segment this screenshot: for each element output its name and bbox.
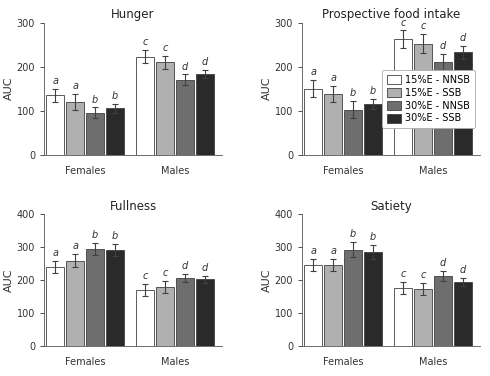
- Bar: [434, 276, 452, 346]
- Text: c: c: [420, 21, 426, 31]
- Text: Males: Males: [161, 357, 189, 367]
- Bar: [47, 95, 64, 155]
- Text: Males: Males: [419, 166, 447, 176]
- Bar: [364, 104, 382, 155]
- Bar: [324, 265, 343, 346]
- Text: Males: Males: [161, 166, 189, 176]
- Y-axis label: AUC: AUC: [4, 268, 14, 292]
- Text: c: c: [400, 18, 406, 27]
- Text: b: b: [350, 229, 356, 240]
- Text: d: d: [182, 261, 188, 271]
- Text: b: b: [370, 86, 376, 96]
- Text: d: d: [440, 258, 446, 268]
- Text: a: a: [72, 81, 78, 91]
- Text: Females: Females: [323, 357, 364, 367]
- Title: Fullness: Fullness: [109, 200, 157, 213]
- Text: Males: Males: [419, 357, 447, 367]
- Text: b: b: [92, 95, 98, 105]
- Text: a: a: [52, 76, 58, 86]
- Text: Females: Females: [65, 357, 105, 367]
- Text: a: a: [72, 241, 78, 251]
- Bar: [344, 250, 362, 346]
- Title: Prospective food intake: Prospective food intake: [322, 8, 460, 21]
- Bar: [344, 110, 362, 155]
- Text: a: a: [330, 246, 336, 256]
- Text: a: a: [52, 248, 58, 258]
- Text: b: b: [112, 91, 118, 101]
- Bar: [66, 102, 84, 155]
- Text: d: d: [182, 62, 188, 71]
- Text: c: c: [162, 268, 168, 278]
- Bar: [176, 277, 194, 346]
- Bar: [454, 53, 472, 155]
- Text: c: c: [400, 269, 406, 279]
- Bar: [414, 44, 432, 155]
- Text: d: d: [460, 265, 466, 275]
- Y-axis label: AUC: AUC: [4, 77, 14, 100]
- Bar: [324, 94, 343, 155]
- Bar: [106, 250, 124, 346]
- Bar: [304, 265, 322, 346]
- Bar: [364, 252, 382, 346]
- Bar: [304, 89, 322, 155]
- Bar: [66, 261, 84, 346]
- Bar: [47, 267, 64, 346]
- Text: c: c: [420, 270, 426, 280]
- Bar: [414, 289, 432, 346]
- Bar: [156, 287, 174, 346]
- Y-axis label: AUC: AUC: [262, 77, 272, 100]
- Text: b: b: [92, 230, 98, 240]
- Bar: [136, 57, 154, 155]
- Bar: [196, 279, 214, 346]
- Bar: [86, 249, 104, 346]
- Bar: [176, 80, 194, 155]
- Text: Females: Females: [323, 166, 364, 176]
- Text: b: b: [370, 232, 376, 242]
- Bar: [394, 288, 412, 346]
- Text: c: c: [142, 271, 147, 281]
- Text: c: c: [142, 37, 147, 47]
- Bar: [156, 62, 174, 155]
- Bar: [394, 39, 412, 155]
- Bar: [434, 62, 452, 155]
- Text: d: d: [201, 57, 208, 67]
- Text: b: b: [112, 231, 118, 241]
- Title: Satiety: Satiety: [370, 200, 412, 213]
- Legend: 15%E - NNSB, 15%E - SSB, 30%E - NNSB, 30%E - SSB: 15%E - NNSB, 15%E - SSB, 30%E - NNSB, 30…: [382, 70, 475, 128]
- Y-axis label: AUC: AUC: [262, 268, 272, 292]
- Bar: [106, 108, 124, 155]
- Text: a: a: [330, 73, 336, 83]
- Text: a: a: [310, 67, 317, 77]
- Text: Females: Females: [65, 166, 105, 176]
- Text: d: d: [201, 263, 208, 273]
- Bar: [136, 290, 154, 346]
- Bar: [196, 74, 214, 155]
- Bar: [454, 282, 472, 346]
- Bar: [86, 113, 104, 155]
- Text: c: c: [162, 42, 168, 53]
- Text: b: b: [350, 88, 356, 98]
- Title: Hunger: Hunger: [111, 8, 155, 21]
- Text: d: d: [440, 41, 446, 52]
- Text: a: a: [310, 246, 317, 256]
- Text: d: d: [460, 33, 466, 43]
